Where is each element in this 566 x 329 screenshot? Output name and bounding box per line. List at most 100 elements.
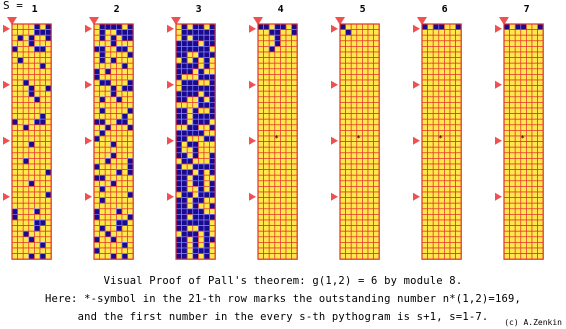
cell-empty xyxy=(362,51,369,58)
cell-empty xyxy=(367,113,374,120)
cell-empty xyxy=(17,62,24,70)
cell-empty xyxy=(432,163,440,170)
cell-filled xyxy=(181,230,188,238)
cell-empty xyxy=(526,107,533,114)
cell-empty xyxy=(203,107,210,114)
cell-empty xyxy=(432,68,440,75)
cell-empty xyxy=(285,34,292,42)
cell-empty xyxy=(110,107,117,114)
cell-filled xyxy=(39,219,46,226)
cell-empty xyxy=(17,96,24,103)
cell-empty xyxy=(531,230,538,238)
cell-empty xyxy=(537,46,544,53)
cell-empty xyxy=(444,253,451,260)
cell-empty xyxy=(268,253,276,260)
row-marker-triangle xyxy=(413,24,420,33)
cell-empty xyxy=(432,247,440,254)
column-border xyxy=(421,23,462,260)
cell-empty xyxy=(503,62,510,70)
cell-empty xyxy=(503,242,510,249)
cell-filled xyxy=(192,124,199,131)
cell-empty xyxy=(509,90,516,98)
cell-empty xyxy=(99,169,106,176)
cell-empty xyxy=(345,124,352,131)
cell-empty xyxy=(503,46,510,53)
cell-empty xyxy=(514,158,522,165)
cell-empty xyxy=(356,174,363,182)
cell-empty xyxy=(362,74,369,81)
cell-filled xyxy=(175,118,182,126)
cell-empty xyxy=(503,186,510,193)
cell-empty xyxy=(17,180,24,187)
cell-empty xyxy=(339,169,346,176)
cell-empty xyxy=(356,219,363,226)
cell-empty xyxy=(285,107,292,114)
cell-empty xyxy=(526,130,533,137)
cell-empty xyxy=(345,135,352,142)
cell-empty xyxy=(22,74,30,81)
cell-empty xyxy=(110,146,117,154)
cell-empty xyxy=(198,236,205,243)
cell-empty xyxy=(39,68,46,75)
pythogram-column-1: 1 xyxy=(7,4,52,260)
cell-empty xyxy=(45,174,52,182)
cell-empty xyxy=(209,57,216,64)
cell-filled xyxy=(198,34,205,42)
cell-empty xyxy=(345,57,352,64)
cell-empty xyxy=(427,118,434,126)
cell-empty xyxy=(257,186,264,193)
cell-empty xyxy=(350,230,358,238)
cell-empty xyxy=(455,163,462,170)
cell-empty xyxy=(99,202,106,210)
cell-empty xyxy=(367,186,374,193)
cell-filled xyxy=(192,197,199,204)
cell-filled xyxy=(192,29,199,36)
cell-empty xyxy=(11,219,18,226)
cell-empty xyxy=(514,46,522,53)
cell-filled xyxy=(34,46,41,53)
cell-empty xyxy=(22,40,30,47)
cell-empty xyxy=(285,29,292,36)
cell-empty xyxy=(427,146,434,154)
row-marker-triangle xyxy=(495,80,502,89)
cell-empty xyxy=(104,191,112,198)
cell-empty xyxy=(520,40,527,47)
cell-empty xyxy=(537,197,544,204)
cell-empty xyxy=(421,202,428,210)
cell-filled xyxy=(209,163,216,170)
cell-empty xyxy=(93,242,100,249)
cell-empty xyxy=(427,230,434,238)
cell-empty xyxy=(291,225,298,232)
cell-empty xyxy=(449,23,456,30)
cell-empty xyxy=(22,23,30,30)
row-marker-triangle xyxy=(167,24,174,33)
cell-empty xyxy=(22,197,30,204)
cell-filled xyxy=(175,40,182,47)
cell-empty xyxy=(127,253,134,260)
row-marker-triangle xyxy=(167,136,174,145)
cell-empty xyxy=(116,191,123,198)
cell-empty xyxy=(291,102,298,109)
cell-empty xyxy=(362,62,369,70)
cell-empty xyxy=(427,208,434,215)
cell-filled xyxy=(514,23,522,30)
cell-empty xyxy=(45,253,52,260)
cell-empty xyxy=(110,208,117,215)
cell-empty xyxy=(104,219,112,226)
cell-empty xyxy=(280,135,287,142)
cell-empty xyxy=(339,74,346,81)
cell-empty xyxy=(285,62,292,70)
cell-empty xyxy=(339,96,346,103)
cell-empty xyxy=(520,96,527,103)
cell-empty xyxy=(367,236,374,243)
cell-empty xyxy=(274,197,281,204)
cell-empty xyxy=(110,197,117,204)
cell-empty xyxy=(503,169,510,176)
cell-empty xyxy=(531,96,538,103)
cell-empty xyxy=(104,113,112,120)
cell-empty xyxy=(537,79,544,86)
cell-filled xyxy=(192,242,199,249)
cell-empty xyxy=(285,253,292,260)
cell-empty xyxy=(291,236,298,243)
cell-empty xyxy=(280,202,287,210)
